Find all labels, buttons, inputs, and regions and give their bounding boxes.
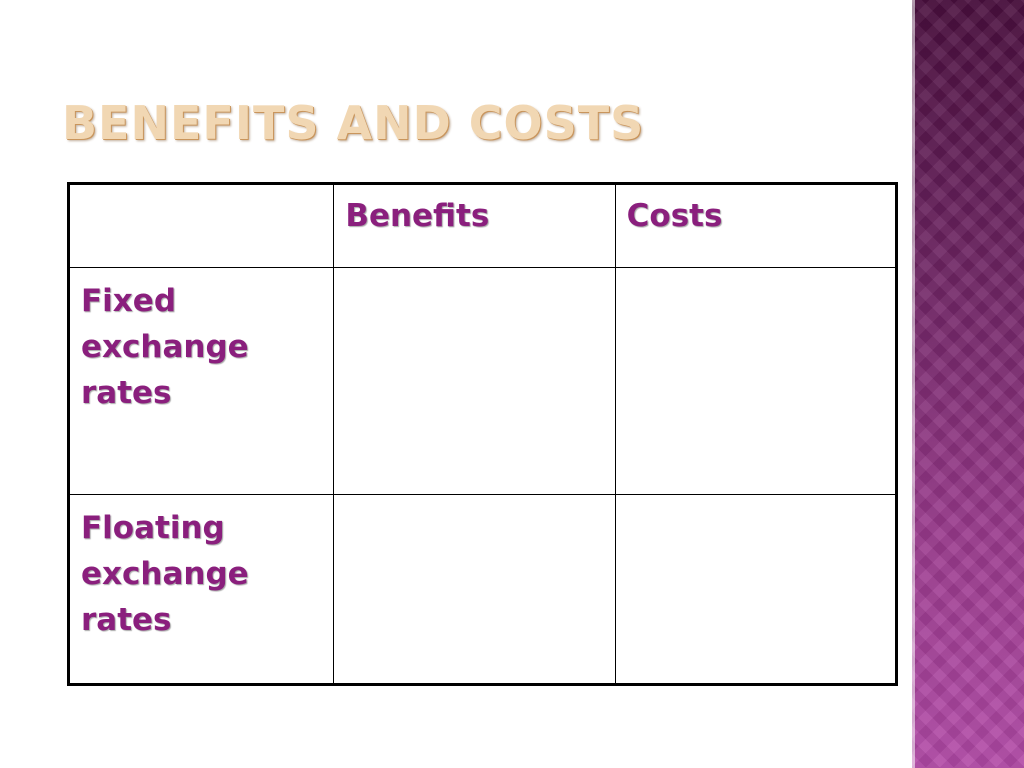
decorative-side-band <box>912 0 1024 768</box>
header-cell-costs: Costs <box>614 183 898 268</box>
table-header-row: Benefits Costs <box>67 183 898 268</box>
row-label-floating: Floating exchange rates <box>67 494 335 685</box>
table-row: Floating exchange rates <box>67 494 898 685</box>
slide-title: BENEFITS AND COSTS <box>62 96 645 150</box>
header-cell-empty <box>67 183 335 268</box>
cell-fixed-costs <box>614 267 898 495</box>
side-band-edge <box>912 0 915 768</box>
cell-floating-costs <box>614 494 898 685</box>
row-label-fixed: Fixed exchange rates <box>67 267 335 495</box>
cell-floating-benefits <box>333 494 616 685</box>
table-row: Fixed exchange rates <box>67 267 898 495</box>
cell-fixed-benefits <box>333 267 616 495</box>
header-cell-benefits: Benefits <box>333 183 616 268</box>
benefits-costs-table: Benefits Costs Fixed exchange rates Floa… <box>67 182 898 686</box>
